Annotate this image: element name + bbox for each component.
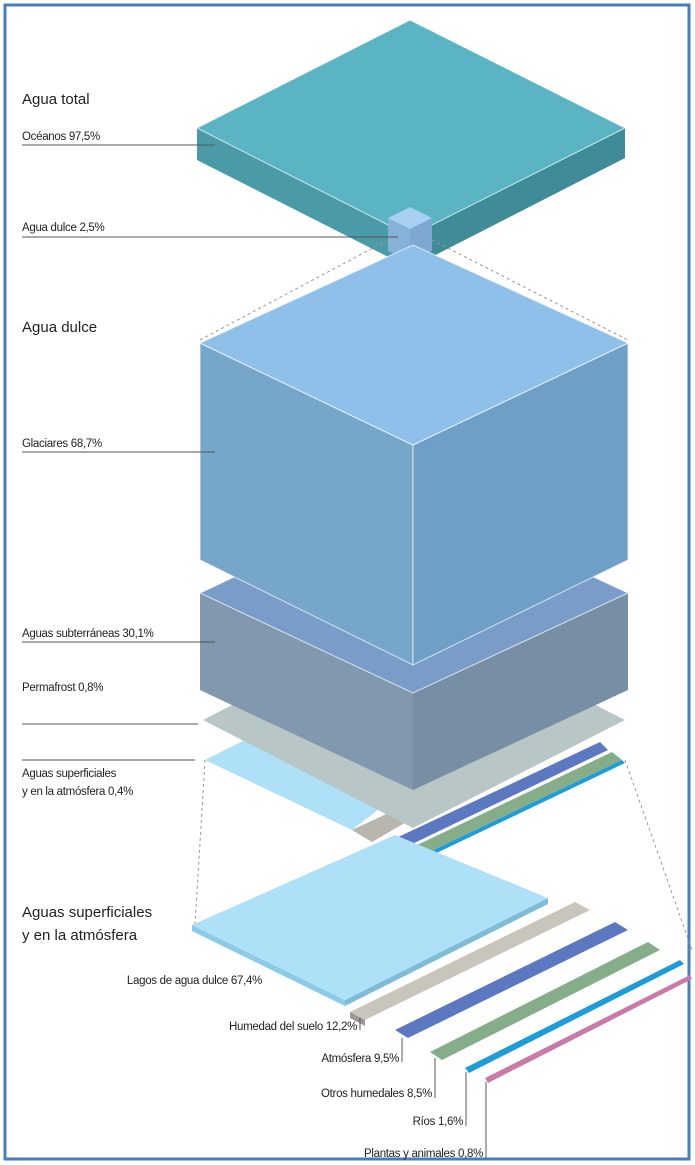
connector — [624, 759, 693, 951]
rivers-strip — [465, 960, 684, 1073]
label: Glaciares 68,7% — [22, 438, 102, 450]
label: Plantas y animales 0,8% — [364, 1148, 483, 1160]
section-title: Agua total — [22, 91, 90, 108]
label: Agua dulce 2,5% — [22, 222, 105, 234]
leader-lines — [22, 144, 487, 1158]
label: Otros humedales 8,5% — [321, 1088, 432, 1100]
label: Aguas superficiales — [22, 768, 117, 780]
lakes-sheet — [192, 835, 548, 1006]
label: Océanos 97,5% — [22, 131, 100, 143]
wetlands-strip — [430, 942, 660, 1060]
soil-strip — [350, 902, 590, 1020]
label: y en la atmósfera 0,4% — [22, 786, 133, 798]
atmosphere-strip — [395, 922, 628, 1038]
connector — [194, 759, 206, 926]
label: Aguas subterráneas 30,1% — [22, 628, 154, 640]
section-title: Aguas superficiales — [22, 904, 152, 921]
label: Lagos de agua dulce 67,4% — [127, 975, 262, 987]
label: Ríos 1,6% — [413, 1116, 463, 1128]
section-title: y en la atmósfera — [22, 927, 138, 944]
glacier-cube — [198, 244, 630, 666]
label: Permafrost 0,8% — [22, 682, 103, 694]
section-title: Agua dulce — [22, 319, 97, 336]
frame — [3, 3, 691, 1161]
biota-strip — [485, 975, 692, 1083]
oceans-slab — [195, 19, 627, 268]
connector — [431, 239, 629, 341]
label: Humedad del suelo 12,2% — [229, 1021, 357, 1033]
label: Atmósfera 9,5% — [321, 1053, 399, 1065]
soil-strip-edge — [350, 1012, 365, 1026]
